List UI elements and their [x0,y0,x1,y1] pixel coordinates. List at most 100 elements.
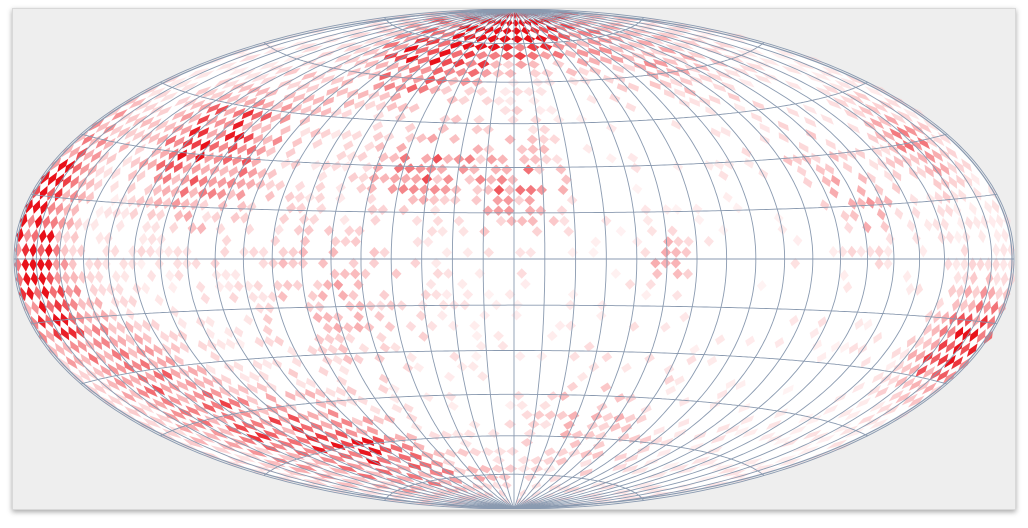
heat-cell [128,346,138,359]
heat-cell [586,94,598,104]
heat-cell [124,113,141,125]
heat-cell [879,144,891,156]
heat-cell [337,343,349,355]
heat-cell [54,342,66,357]
heat-cell [969,328,979,343]
heat-cell [576,39,590,48]
heat-cell [150,318,160,331]
heat-cell [817,351,827,364]
heat-cell [23,228,32,243]
heat-cell [336,375,347,386]
heat-cell [367,425,378,436]
heat-cell [50,215,59,230]
heat-cell [945,146,958,160]
heat-cell [378,373,390,384]
heat-cell [401,442,414,452]
heat-cell [229,292,239,304]
heat-cell [187,67,210,78]
heat-cell [621,53,635,62]
heat-cell [233,453,256,463]
heat-cells [14,9,1015,509]
heat-cell [408,103,420,113]
heat-cell [880,220,890,233]
heat-cell [207,176,218,188]
heat-cell [909,193,919,207]
heat-cell [996,213,1004,229]
heat-cell [156,209,165,222]
heat-cell [672,161,684,172]
heat-cell [833,423,852,434]
heat-cell [546,330,558,342]
heat-cell [815,164,825,176]
heat-cell [29,257,37,272]
heat-cell [316,203,327,215]
heat-cell [134,143,146,156]
heat-cell [922,366,936,379]
heat-cell [132,129,146,142]
heat-cell [174,269,184,282]
heat-cell [548,474,562,483]
heat-cell [339,268,350,280]
heat-cell [798,413,814,424]
heat-cell [159,147,171,159]
heat-cell [340,478,366,485]
heat-cell [121,375,135,388]
heat-cell [296,202,307,214]
heat-cell [948,175,958,189]
heat-cell [307,290,318,302]
heat-cell [90,150,102,163]
heat-cell [538,144,550,155]
heat-cell [227,142,238,154]
heat-cell [432,268,444,279]
heat-cell [270,101,284,112]
heat-cell [402,403,414,413]
heat-cell [565,67,578,77]
heat-cell [318,257,329,269]
heat-cell [45,314,53,328]
heat-cell [961,158,972,172]
heat-cell [839,269,849,282]
heat-cell [229,410,245,421]
heat-cell [224,326,234,338]
heat-cell [431,257,442,269]
heat-cell [286,80,302,90]
heat-cell [852,90,872,102]
heat-cell [984,257,993,272]
heat-cell [40,170,50,185]
heat-cell [464,174,475,185]
heat-cell [887,374,901,387]
heat-cell [406,352,417,363]
heat-cell [336,87,349,97]
heat-cell [727,92,741,102]
heat-cell [427,47,440,56]
heat-cell [334,481,360,488]
heat-cell [251,73,270,83]
heat-cell [369,247,380,258]
heat-cell [649,48,667,57]
heat-cell [894,375,908,388]
heat-cell [482,184,494,196]
heat-cell [936,369,950,382]
heat-cell [499,105,512,116]
heat-cell [809,431,829,442]
parallel-line [30,304,998,325]
heat-cell [985,271,994,286]
heat-cell [999,257,1008,272]
heat-cell [267,168,277,180]
heat-cell [740,415,755,425]
heat-cell [170,367,182,380]
heat-cell [314,333,325,345]
heat-cell [409,64,421,74]
parallel-line [80,133,948,168]
heat-cell [481,447,494,456]
heat-cell [924,135,938,148]
heat-cell [142,417,162,429]
heat-cell [679,396,690,407]
heat-cell [693,30,720,38]
heat-cell [197,127,210,139]
heat-cell [182,257,192,270]
heat-cell [258,61,280,70]
heat-cell [452,32,466,40]
heat-cell [431,153,443,164]
heat-cell [174,354,184,366]
